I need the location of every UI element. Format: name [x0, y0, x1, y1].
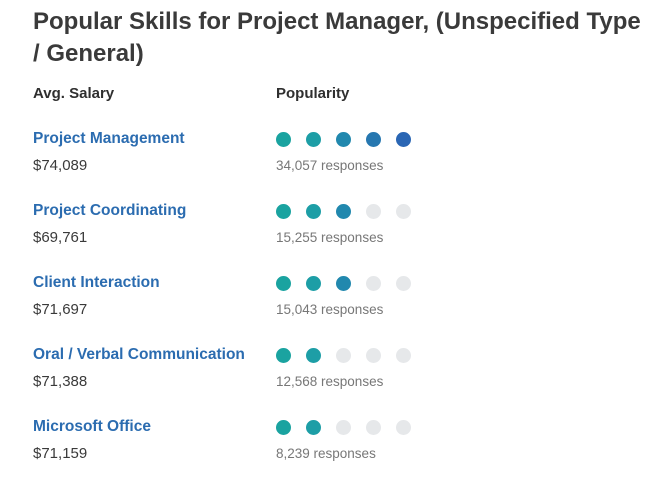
popularity-dot-filled	[336, 204, 351, 219]
skill-row: Project Coordinating $69,761 15,255 resp…	[0, 202, 664, 262]
skill-row: Microsoft Office $71,159 8,239 responses	[0, 418, 664, 478]
skill-salary: $71,388	[33, 373, 88, 390]
skill-link[interactable]: Microsoft Office	[33, 418, 151, 435]
popularity-dot-empty	[336, 420, 351, 435]
popularity-dot-empty	[396, 420, 411, 435]
skill-row: Project Management $74,089 34,057 respon…	[0, 130, 664, 190]
skill-salary: $74,089	[33, 157, 88, 174]
skill-row: Oral / Verbal Communication $71,388 12,5…	[0, 346, 664, 406]
page-title: Popular Skills for Project Manager, (Uns…	[33, 8, 641, 67]
response-count: 15,043 responses	[276, 302, 384, 317]
popularity-dot-filled	[396, 132, 411, 147]
popularity-dot-empty	[396, 204, 411, 219]
response-count: 12,568 responses	[276, 374, 384, 389]
popularity-dot-filled	[276, 348, 291, 363]
skill-link[interactable]: Oral / Verbal Communication	[33, 346, 245, 363]
skill-salary: $69,761	[33, 229, 88, 246]
popularity-dot-filled	[306, 348, 321, 363]
skill-row: Client Interaction $71,697 15,043 respon…	[0, 274, 664, 334]
response-count: 8,239 responses	[276, 446, 376, 461]
popularity-dot-filled	[366, 132, 381, 147]
response-count: 34,057 responses	[276, 158, 384, 173]
popularity-dot-filled	[306, 132, 321, 147]
skill-salary: $71,697	[33, 301, 88, 318]
skill-link[interactable]: Project Management	[33, 130, 185, 147]
popularity-dot-filled	[336, 276, 351, 291]
popularity-dot-filled	[306, 420, 321, 435]
popularity-dot-filled	[276, 420, 291, 435]
popularity-dot-empty	[366, 276, 381, 291]
popularity-dot-empty	[366, 204, 381, 219]
skill-link[interactable]: Project Coordinating	[33, 202, 187, 219]
popularity-dot-empty	[366, 348, 381, 363]
skill-link[interactable]: Client Interaction	[33, 274, 160, 291]
skill-salary: $71,159	[33, 445, 88, 462]
popularity-dot-filled	[306, 204, 321, 219]
popularity-dot-filled	[276, 204, 291, 219]
popularity-dot-empty	[396, 276, 411, 291]
avg-salary-header: Avg. Salary	[33, 85, 115, 102]
response-count: 15,255 responses	[276, 230, 384, 245]
popularity-dot-empty	[396, 348, 411, 363]
popularity-dot-filled	[276, 132, 291, 147]
popularity-header: Popularity	[276, 85, 350, 102]
popularity-dot-empty	[336, 348, 351, 363]
popularity-dot-empty	[366, 420, 381, 435]
popularity-dot-filled	[306, 276, 321, 291]
popularity-dot-filled	[336, 132, 351, 147]
popularity-dot-filled	[276, 276, 291, 291]
